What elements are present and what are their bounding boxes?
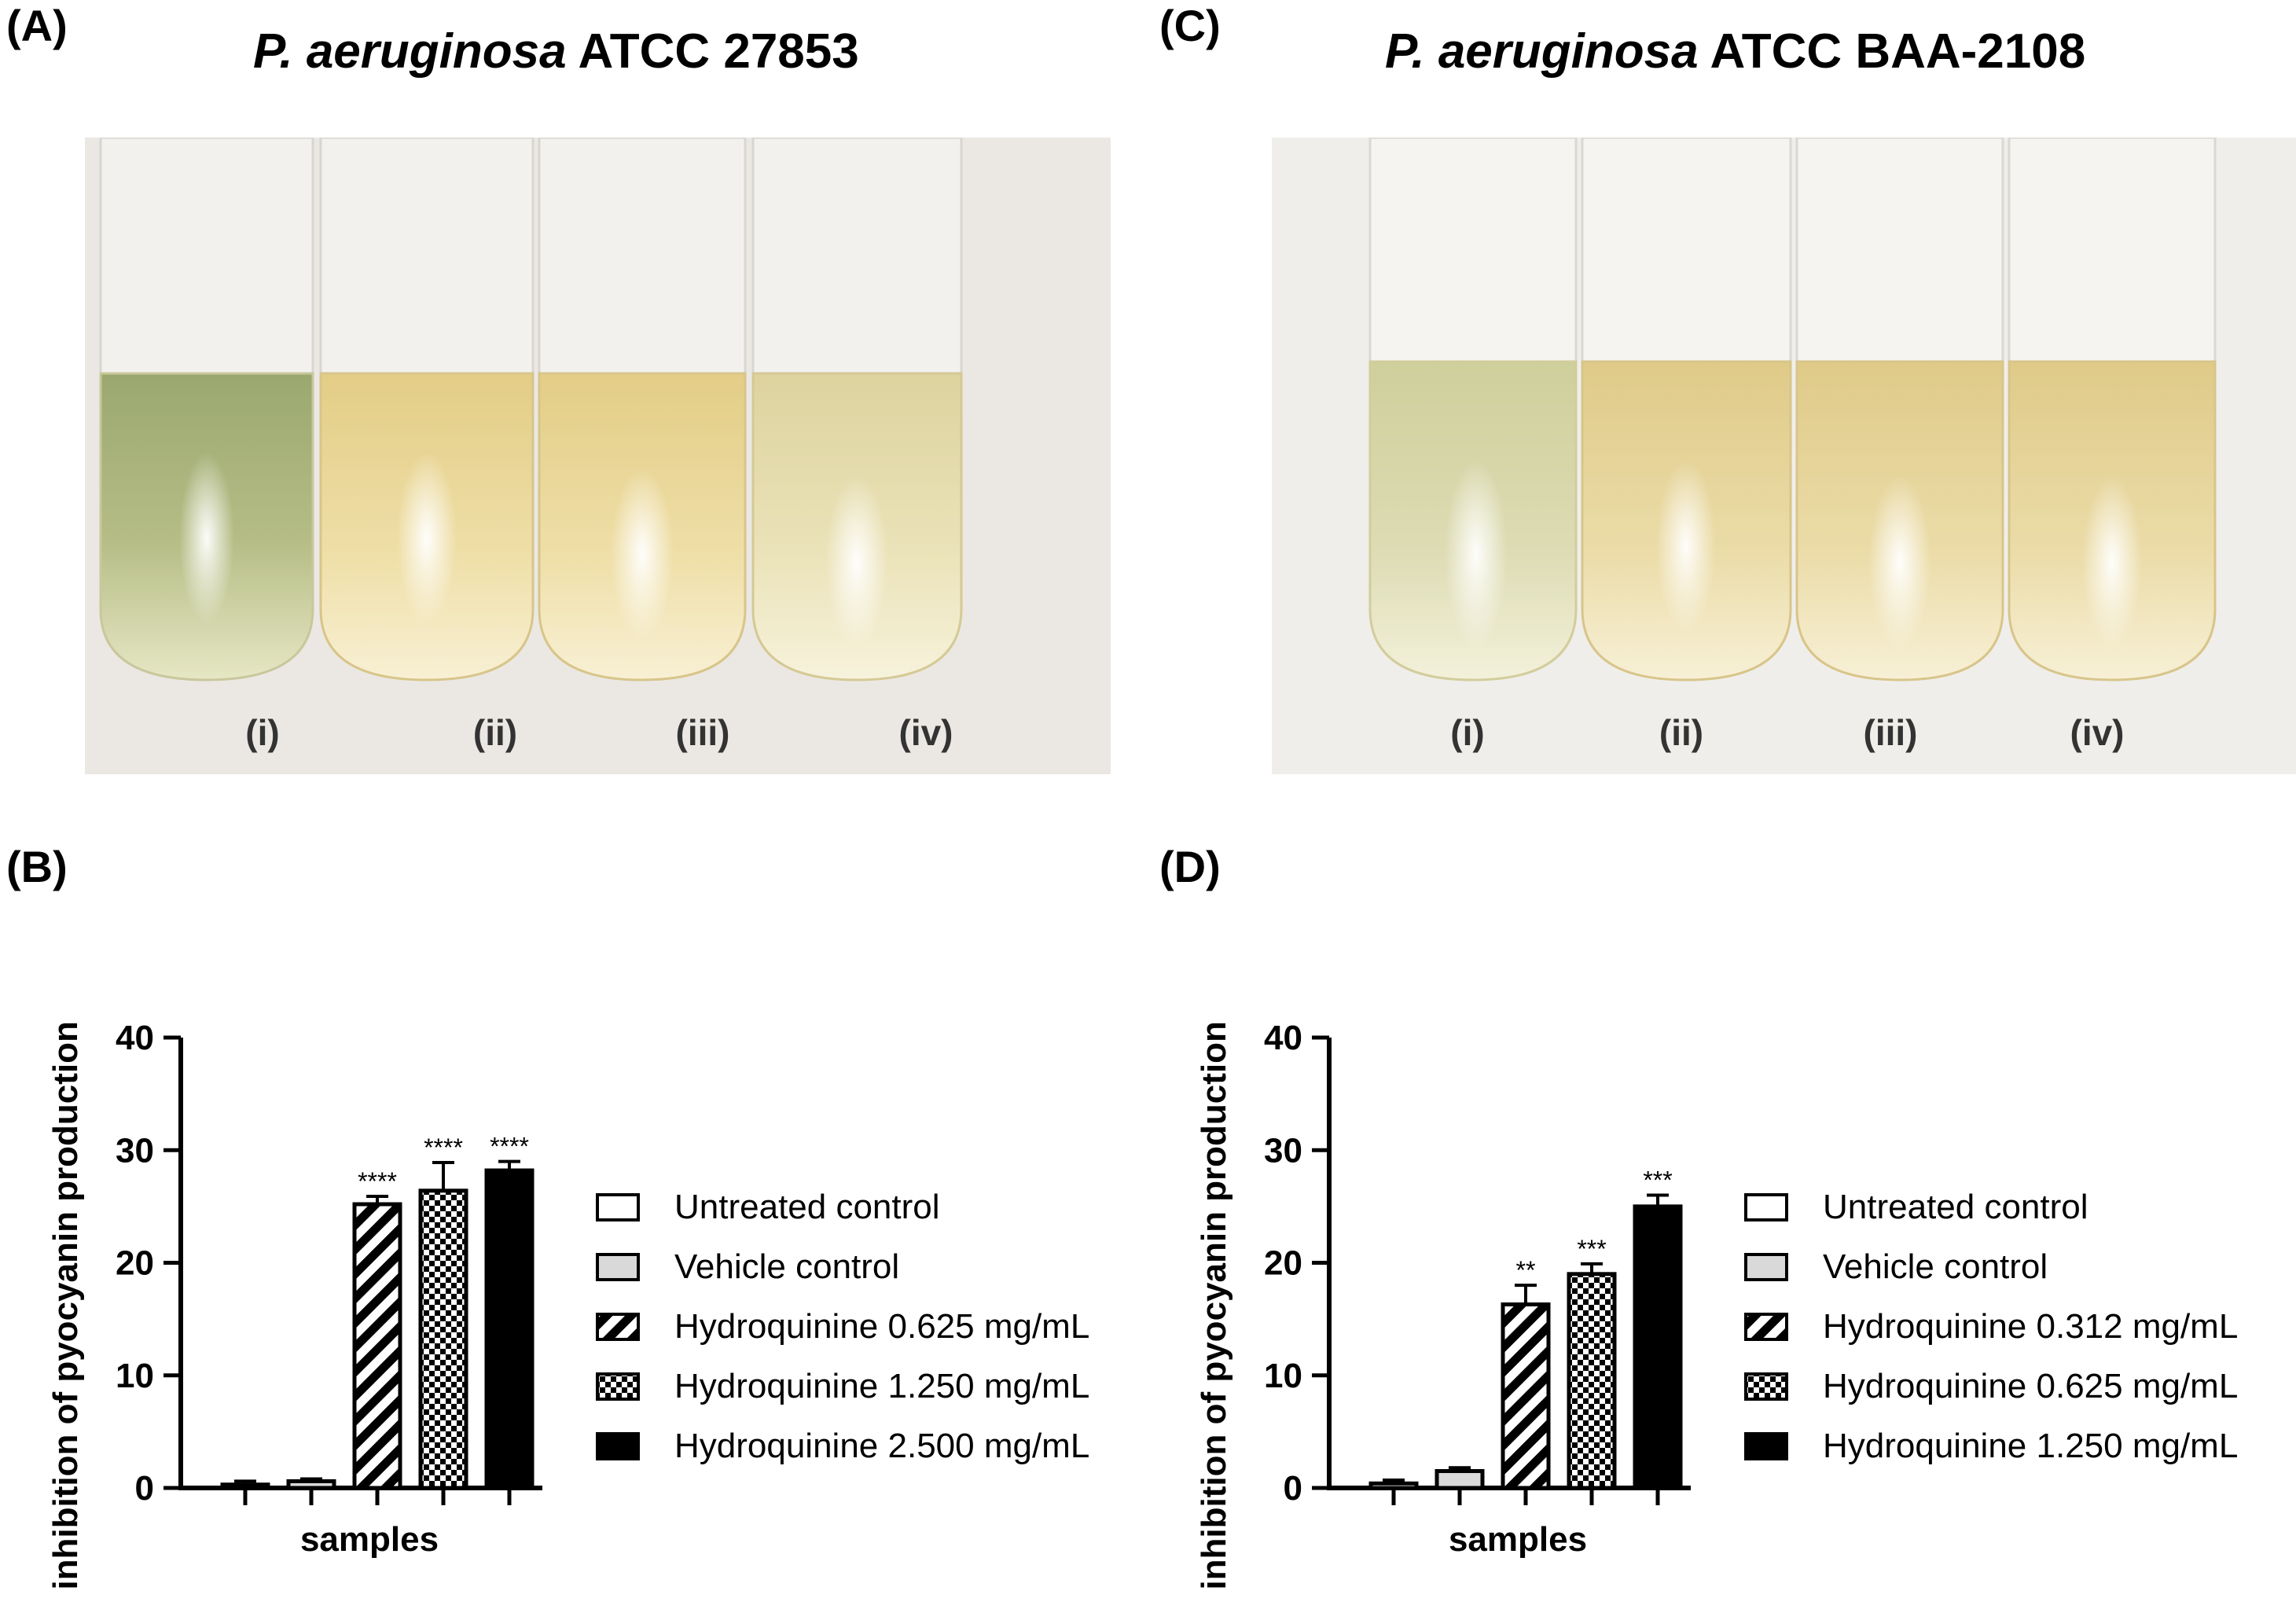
- legend-label-5: Hydroquinine 2.500 mg/mL: [674, 1427, 1089, 1465]
- y-axis-label: % inhibition of pyocyanin production: [1195, 1021, 1233, 1598]
- tube-iii: [1795, 138, 2004, 681]
- tube-i: [99, 138, 314, 681]
- panel-c-letter: (C): [1159, 1, 1221, 50]
- panel-c-title-strain: ATCC BAA-2108: [1698, 24, 2086, 79]
- legend-swatch-5: [596, 1432, 640, 1460]
- panel-c-title-species: P. aeruginosa: [1385, 24, 1699, 79]
- significance-label: ****: [490, 1133, 529, 1161]
- legend-swatch-1: [596, 1193, 640, 1221]
- legend-swatch-4: [1744, 1372, 1788, 1401]
- significance-label: ****: [358, 1167, 397, 1196]
- bar-3: [1501, 1302, 1551, 1490]
- legend-label-2: Vehicle control: [1823, 1247, 2048, 1286]
- y-tick-label: 20: [116, 1244, 154, 1283]
- x-axis-label: samples: [1449, 1520, 1587, 1559]
- y-tick-label: 20: [1264, 1244, 1302, 1283]
- tube-iv: [2008, 138, 2217, 681]
- tube-label-iii: (iii): [1864, 712, 1918, 753]
- legend-label-3: Hydroquinine 0.625 mg/mL: [674, 1307, 1089, 1346]
- legend-label-1: Untreated control: [1823, 1188, 2088, 1226]
- bar-5: [1633, 1204, 1683, 1490]
- y-tick-label: 30: [1264, 1131, 1302, 1170]
- tube-label-ii: (ii): [473, 712, 517, 753]
- bar-4: [1567, 1272, 1617, 1490]
- bar-1: [1368, 1481, 1419, 1490]
- significance-label: **: [1516, 1256, 1536, 1284]
- bar-1: [220, 1482, 270, 1490]
- legend-label-2: Vehicle control: [674, 1247, 899, 1286]
- tube-iii: [538, 138, 747, 681]
- panel-a-title: P. aeruginosa ATCC 27853: [253, 24, 859, 79]
- legend-label-1: Untreated control: [674, 1188, 940, 1226]
- legend-label-3: Hydroquinine 0.312 mg/mL: [1823, 1307, 2238, 1346]
- tube-label-i: (i): [1450, 712, 1484, 753]
- y-tick-label: 40: [1264, 1019, 1302, 1057]
- tube-ii: [319, 138, 535, 681]
- y-tick-label: 10: [1264, 1357, 1302, 1395]
- y-tick-label: 40: [116, 1019, 154, 1057]
- tube-label-i: (i): [245, 712, 279, 753]
- bar-4: [418, 1188, 468, 1490]
- panel-b-chart-svg: 0 10 20 30 40 % inhibition of pyocyanin produ…: [46, 1019, 1089, 1598]
- legend-label-4: Hydroquinine 1.250 mg/mL: [674, 1367, 1089, 1405]
- panel-b-letter: (B): [6, 842, 68, 891]
- panel-a-letter: (A): [6, 1, 68, 50]
- tube-label-iv: (iv): [899, 712, 953, 753]
- legend-swatch-1: [1744, 1193, 1788, 1221]
- bar-5: [484, 1168, 535, 1490]
- panel-a-tube-photo: (i) (ii) (iii) (iv): [85, 138, 1111, 774]
- panel-d-chart-svg: 0 10 20 30 40 % inhibition of pyocyanin produ…: [1195, 1019, 2238, 1598]
- legend-label-4: Hydroquinine 0.625 mg/mL: [1823, 1367, 2238, 1405]
- panel-a-title-species: P. aeruginosa: [253, 24, 567, 79]
- legend-swatch-3: [596, 1313, 640, 1341]
- significance-label: ****: [424, 1133, 463, 1162]
- panel-b-chart: 0 10 20 30 40 % inhibition of pyocyanin produ…: [0, 865, 1148, 1598]
- tube-i: [1368, 138, 1578, 681]
- y-tick-label: 0: [1284, 1469, 1302, 1508]
- y-tick-label: 10: [116, 1357, 154, 1395]
- panel-d-letter: (D): [1159, 842, 1221, 891]
- legend-swatch-5: [1744, 1432, 1788, 1460]
- panel-d-chart: 0 10 20 30 40 % inhibition of pyocyanin produ…: [1148, 865, 2296, 1598]
- legend-swatch-4: [596, 1372, 640, 1401]
- tube-iv: [751, 138, 963, 681]
- tube-label-iii: (iii): [676, 712, 730, 753]
- bar-3: [352, 1202, 402, 1490]
- legend-swatch-2: [1744, 1253, 1788, 1281]
- tube-label-ii: (ii): [1659, 712, 1703, 753]
- legend-label-5: Hydroquinine 1.250 mg/mL: [1823, 1427, 2238, 1465]
- bar-2: [1435, 1469, 1485, 1490]
- tube-label-iv: (iv): [2070, 712, 2125, 753]
- legend-swatch-2: [596, 1253, 640, 1281]
- x-axis-label: samples: [300, 1520, 439, 1559]
- panel-a-title-strain: ATCC 27853: [566, 24, 859, 79]
- panel-c-tube-photo: (i) (ii) (iii) (iv): [1272, 138, 2296, 774]
- bar-2: [286, 1479, 336, 1490]
- y-tick-label: 0: [135, 1469, 154, 1508]
- panel-c-title: P. aeruginosa ATCC BAA-2108: [1385, 24, 2085, 79]
- legend-swatch-3: [1744, 1313, 1788, 1341]
- significance-label: ***: [1643, 1166, 1672, 1195]
- y-axis-label: % inhibition of pyocyanin production: [46, 1021, 85, 1598]
- significance-label: ***: [1577, 1235, 1606, 1263]
- y-tick-label: 30: [116, 1131, 154, 1170]
- tube-ii: [1581, 138, 1792, 681]
